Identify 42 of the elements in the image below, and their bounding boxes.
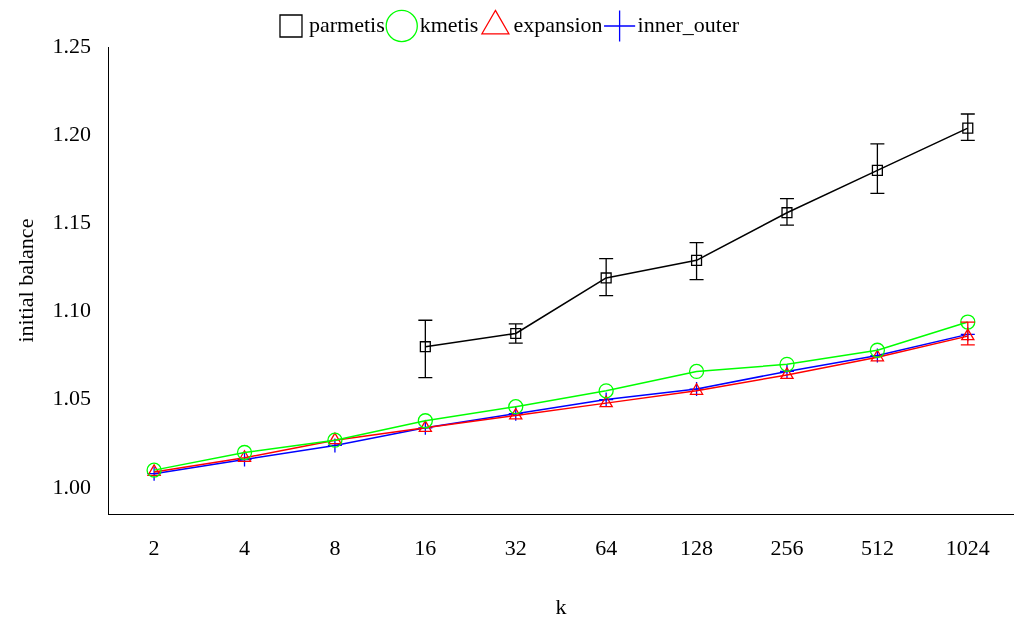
point — [690, 254, 703, 266]
point — [418, 420, 433, 432]
point — [779, 356, 795, 372]
y-tick-label: 1.00 — [52, 473, 91, 499]
x-tick-label: 8 — [329, 535, 341, 561]
point — [237, 450, 252, 462]
point — [781, 207, 793, 219]
y-tick-label: 1.15 — [52, 209, 91, 235]
point — [598, 383, 614, 399]
point — [780, 367, 794, 380]
point — [508, 399, 524, 415]
y-tick-label: 1.10 — [52, 297, 91, 323]
legend-label: inner_outer — [637, 11, 740, 37]
x-tick-label: 256 — [770, 535, 804, 561]
x-tick-label: 2 — [148, 535, 160, 561]
y-tick-label: 1.20 — [52, 120, 91, 146]
legend-label: kmetis — [419, 11, 479, 37]
y-tick-label: 1.05 — [52, 385, 91, 411]
point — [236, 444, 253, 461]
x-tick-label: 1024 — [945, 535, 990, 561]
x-tick-label: 32 — [504, 535, 527, 561]
x-axis-title: k — [555, 593, 567, 619]
point — [962, 122, 974, 134]
point — [327, 437, 343, 454]
point — [600, 272, 612, 284]
point — [869, 342, 886, 358]
x-tick-label: 512 — [860, 535, 894, 561]
point — [236, 451, 253, 468]
x-tick-label: 16 — [414, 535, 437, 561]
point — [960, 314, 976, 330]
x-tick-label: 64 — [595, 535, 618, 561]
point — [419, 341, 431, 353]
y-axis-title: initial balance — [12, 218, 38, 343]
y-tick-label: 1.25 — [52, 32, 91, 58]
legend-label: parmetis — [308, 11, 385, 37]
point — [871, 164, 883, 177]
legend-label: expansion — [513, 11, 603, 37]
point — [417, 413, 433, 429]
point — [599, 395, 613, 408]
x-tick-label: 128 — [680, 535, 714, 561]
x-tick-label: 4 — [239, 535, 251, 561]
point — [688, 363, 705, 380]
